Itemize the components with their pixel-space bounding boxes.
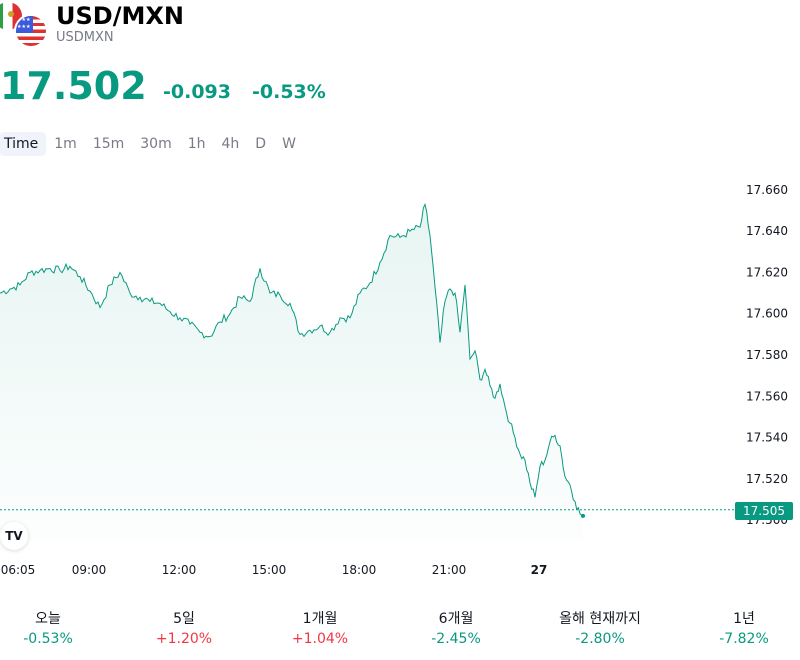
y-tick-label: 17.600 — [746, 307, 788, 321]
tab-30m[interactable]: 30m — [140, 136, 172, 152]
last-price-label: 17.505 — [735, 502, 793, 520]
x-tick-label: 12:00 — [162, 563, 197, 577]
perf-today[interactable]: 오늘 -0.53% — [0, 610, 113, 650]
perf-6m[interactable]: 6개월 -2.45% — [391, 610, 521, 650]
perf-label: 1년 — [733, 611, 755, 627]
performance-bar: 오늘 -0.53% 5일 +1.20% 1개월 +1.04% 6개월 -2.45… — [0, 610, 800, 650]
x-tick-label: 18:00 — [342, 563, 377, 577]
price-area — [0, 204, 583, 540]
tab-d[interactable]: D — [255, 136, 267, 152]
perf-label: 5일 — [173, 611, 195, 627]
perf-value: -7.82% — [719, 631, 769, 647]
perf-label: 1개월 — [302, 611, 338, 627]
tab-w[interactable]: W — [282, 136, 296, 152]
us-flag-icon — [14, 14, 48, 48]
perf-label: 오늘 — [35, 611, 61, 627]
symbol-ticker: USDMXN — [56, 30, 114, 45]
last-price: 17.502 — [0, 64, 147, 108]
perf-ytd[interactable]: 올해 현재까지 -2.80% — [535, 610, 665, 650]
price-line — [0, 202, 584, 517]
perf-label: 6개월 — [438, 611, 474, 627]
perf-value: +1.04% — [291, 631, 349, 647]
symbol-header: USD/MXN USDMXN — [0, 0, 800, 60]
quote-row: 17.502 -0.093 -0.53% — [0, 62, 800, 112]
perf-value: -2.45% — [431, 631, 481, 647]
x-tick-label: 27 — [531, 563, 548, 577]
tab-time[interactable]: Time — [0, 132, 47, 156]
tab-4h[interactable]: 4h — [221, 136, 240, 152]
perf-value: +1.20% — [155, 631, 213, 647]
perf-1m[interactable]: 1개월 +1.04% — [255, 610, 385, 650]
y-tick-label: 17.640 — [746, 224, 788, 238]
timeframe-tabs: Time 1m 15m 30m 1h 4h D W — [0, 132, 304, 156]
perf-1y[interactable]: 1년 -7.82% — [679, 610, 800, 650]
x-tick-label: 06:05 — [1, 563, 36, 577]
x-tick-label: 15:00 — [252, 563, 287, 577]
tab-15m[interactable]: 15m — [92, 136, 125, 152]
price-chart[interactable]: 17.660 17.640 17.620 17.600 17.580 17.560 17.5… — [0, 170, 800, 590]
y-tick-label: 17.660 — [746, 183, 788, 197]
x-tick-label: 21:00 — [432, 563, 467, 577]
y-tick-label: 17.540 — [746, 431, 788, 445]
y-tick-label: 17.620 — [746, 266, 788, 280]
y-tick-label: 17.580 — [746, 348, 788, 362]
perf-label: 올해 현재까지 — [559, 611, 641, 627]
price-change-percent: -0.53% — [252, 81, 326, 103]
tab-1h[interactable]: 1h — [187, 136, 206, 152]
price-change: -0.093 — [163, 81, 231, 103]
tradingview-logo-icon[interactable]: TV — [0, 522, 28, 550]
y-tick-label: 17.560 — [746, 389, 788, 403]
x-tick-label: 09:00 — [72, 563, 107, 577]
perf-value: -0.53% — [23, 631, 73, 647]
perf-value: -2.80% — [575, 631, 625, 647]
tab-1m[interactable]: 1m — [54, 136, 77, 152]
perf-5d[interactable]: 5일 +1.20% — [119, 610, 249, 650]
last-price-dot — [581, 513, 585, 518]
y-tick-label: 17.520 — [746, 472, 788, 486]
symbol-title[interactable]: USD/MXN — [56, 2, 184, 30]
